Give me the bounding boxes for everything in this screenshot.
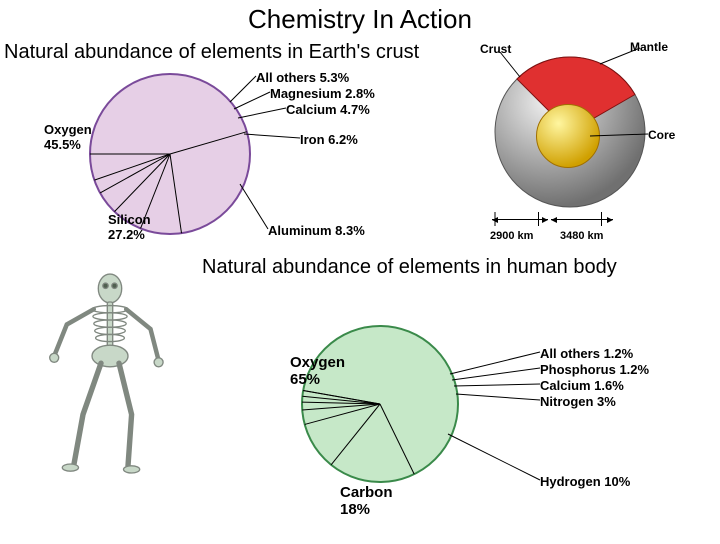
earth-crust-label: Crust	[480, 42, 511, 56]
body-label-hydrogen: Hydrogen 10%	[540, 474, 630, 489]
crust-label-iron: Iron 6.2%	[300, 132, 358, 147]
subtitle-body: Natural abundance of elements in human b…	[202, 256, 617, 279]
crust-label-all-others: All others 5.3%	[256, 70, 349, 85]
earth-core-label: Core	[648, 128, 675, 142]
crust-label-magnesium: Magnesium 2.8%	[270, 86, 375, 101]
dim-label-0: 2900 km	[490, 230, 533, 242]
dim-arrow-1	[551, 219, 613, 220]
body-label-all-others: All others 1.2%	[540, 346, 633, 361]
subtitle-crust: Natural abundance of elements in Earth's…	[4, 41, 720, 64]
body-label-nitrogen: Nitrogen 3%	[540, 394, 616, 409]
dim-arrow-0	[492, 219, 548, 220]
crust-label-aluminum: Aluminum 8.3%	[268, 223, 365, 238]
crust-label-calcium: Calcium 4.7%	[286, 102, 370, 117]
body-label-calcium: Calcium 1.6%	[540, 378, 624, 393]
earth-mantle-label: Mantle	[630, 40, 668, 54]
body-label-carbon: Carbon18%	[340, 484, 393, 518]
crust-label-oxygen: Oxygen45.5%	[44, 122, 92, 152]
page-title: Chemistry In Action	[0, 4, 720, 35]
dim-label-1: 3480 km	[560, 230, 603, 242]
crust-label-silicon: Silicon27.2%	[108, 212, 151, 242]
body-label-phosphorus: Phosphorus 1.2%	[540, 362, 649, 377]
body-label-oxygen: Oxygen65%	[290, 354, 345, 388]
